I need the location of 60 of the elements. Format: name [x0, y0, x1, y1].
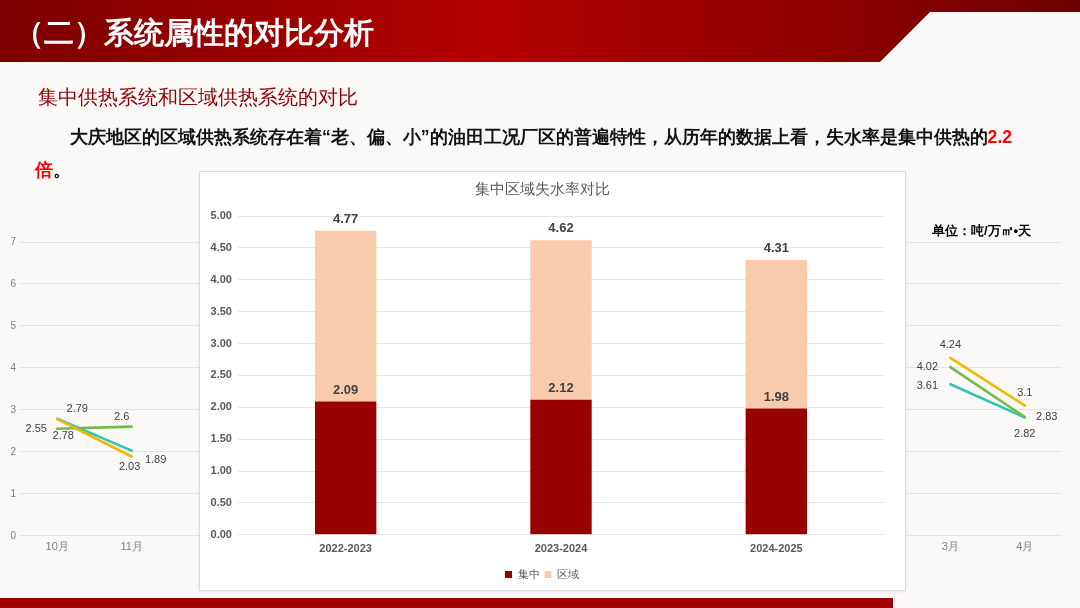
x-tick-label: 10月: [45, 540, 69, 553]
y-tick-label: 3.50: [210, 304, 232, 317]
y-tick-label: 3.00: [210, 336, 232, 349]
y-tick-label: 1.50: [210, 432, 232, 445]
data-label: 2.82: [1014, 427, 1036, 440]
y-tick-label: 0.50: [210, 495, 232, 508]
x-tick-label: 4月: [1016, 540, 1034, 553]
total-label: 4.62: [548, 220, 574, 236]
data-label: 2.78: [52, 429, 74, 442]
x-tick-label: 2023-2024: [534, 542, 589, 555]
y-tick-label: 2: [10, 445, 17, 457]
data-label: 2.03: [118, 459, 141, 472]
bar: [745, 259, 808, 409]
text: 集中供热系统和区域供热系统的对比: [38, 85, 358, 110]
data-label: 2.55: [25, 421, 47, 434]
legend-label: 区域: [557, 567, 579, 580]
text: 倍: [35, 160, 53, 180]
data-label: 1.98: [763, 388, 789, 404]
bar: [314, 401, 377, 535]
data-label: 4.24: [939, 337, 962, 350]
total-label: 4.31: [763, 240, 789, 256]
data-label: 2.12: [548, 379, 574, 395]
y-tick-label: 5: [10, 319, 17, 331]
y-tick-label: 4: [10, 361, 17, 373]
x-tick-label: 2024-2025: [750, 542, 803, 555]
data-label: 2.6: [113, 409, 130, 422]
text: 2.2: [987, 127, 1013, 147]
chart-title: 集中区域失水率对比: [474, 180, 610, 198]
y-tick-label: 6: [10, 277, 17, 289]
data-label: 3.61: [916, 379, 939, 392]
y-tick-label: 3: [10, 403, 17, 415]
y-tick-label: 4.50: [210, 240, 232, 253]
y-tick-label: 2.00: [210, 400, 232, 413]
data-label: 2.83: [1036, 410, 1058, 423]
y-tick-label: 4.00: [210, 272, 232, 285]
y-tick-label: 7: [10, 235, 17, 247]
data-label: 3.1: [1017, 385, 1033, 398]
text: 大庆地区的区域供热系统存在着“老、偏、小”的油田工况厂区的普遍特性，从历年的数据上看，失水率是集中供热的: [70, 127, 988, 147]
x-tick-label: 3月: [941, 540, 959, 553]
data-label: 1.89: [144, 452, 167, 465]
y-tick-label: 2.50: [210, 368, 232, 381]
data-label: 2.09: [333, 381, 359, 397]
total-label: 4.77: [333, 210, 359, 226]
y-tick-label: 0.00: [210, 527, 232, 540]
legend-label: 集中: [517, 567, 540, 580]
y-tick-label: 0: [10, 529, 17, 541]
x-tick-label: 2022-2023: [319, 542, 372, 555]
bar: [314, 230, 377, 402]
text: 。: [53, 160, 71, 180]
data-label: 4.02: [916, 360, 939, 373]
y-tick-label: 1.00: [210, 464, 232, 477]
bar: [530, 240, 592, 400]
data-label: 2.79: [66, 401, 88, 414]
bar: [530, 399, 592, 535]
text: 单位：吨/万㎡•天: [932, 222, 1032, 240]
y-tick-label: 5.00: [210, 209, 232, 222]
x-tick-label: 11月: [120, 540, 143, 553]
y-tick-label: 1: [10, 487, 17, 499]
bar: [745, 408, 808, 535]
text: （二）系统属性的对比分析: [14, 15, 374, 51]
